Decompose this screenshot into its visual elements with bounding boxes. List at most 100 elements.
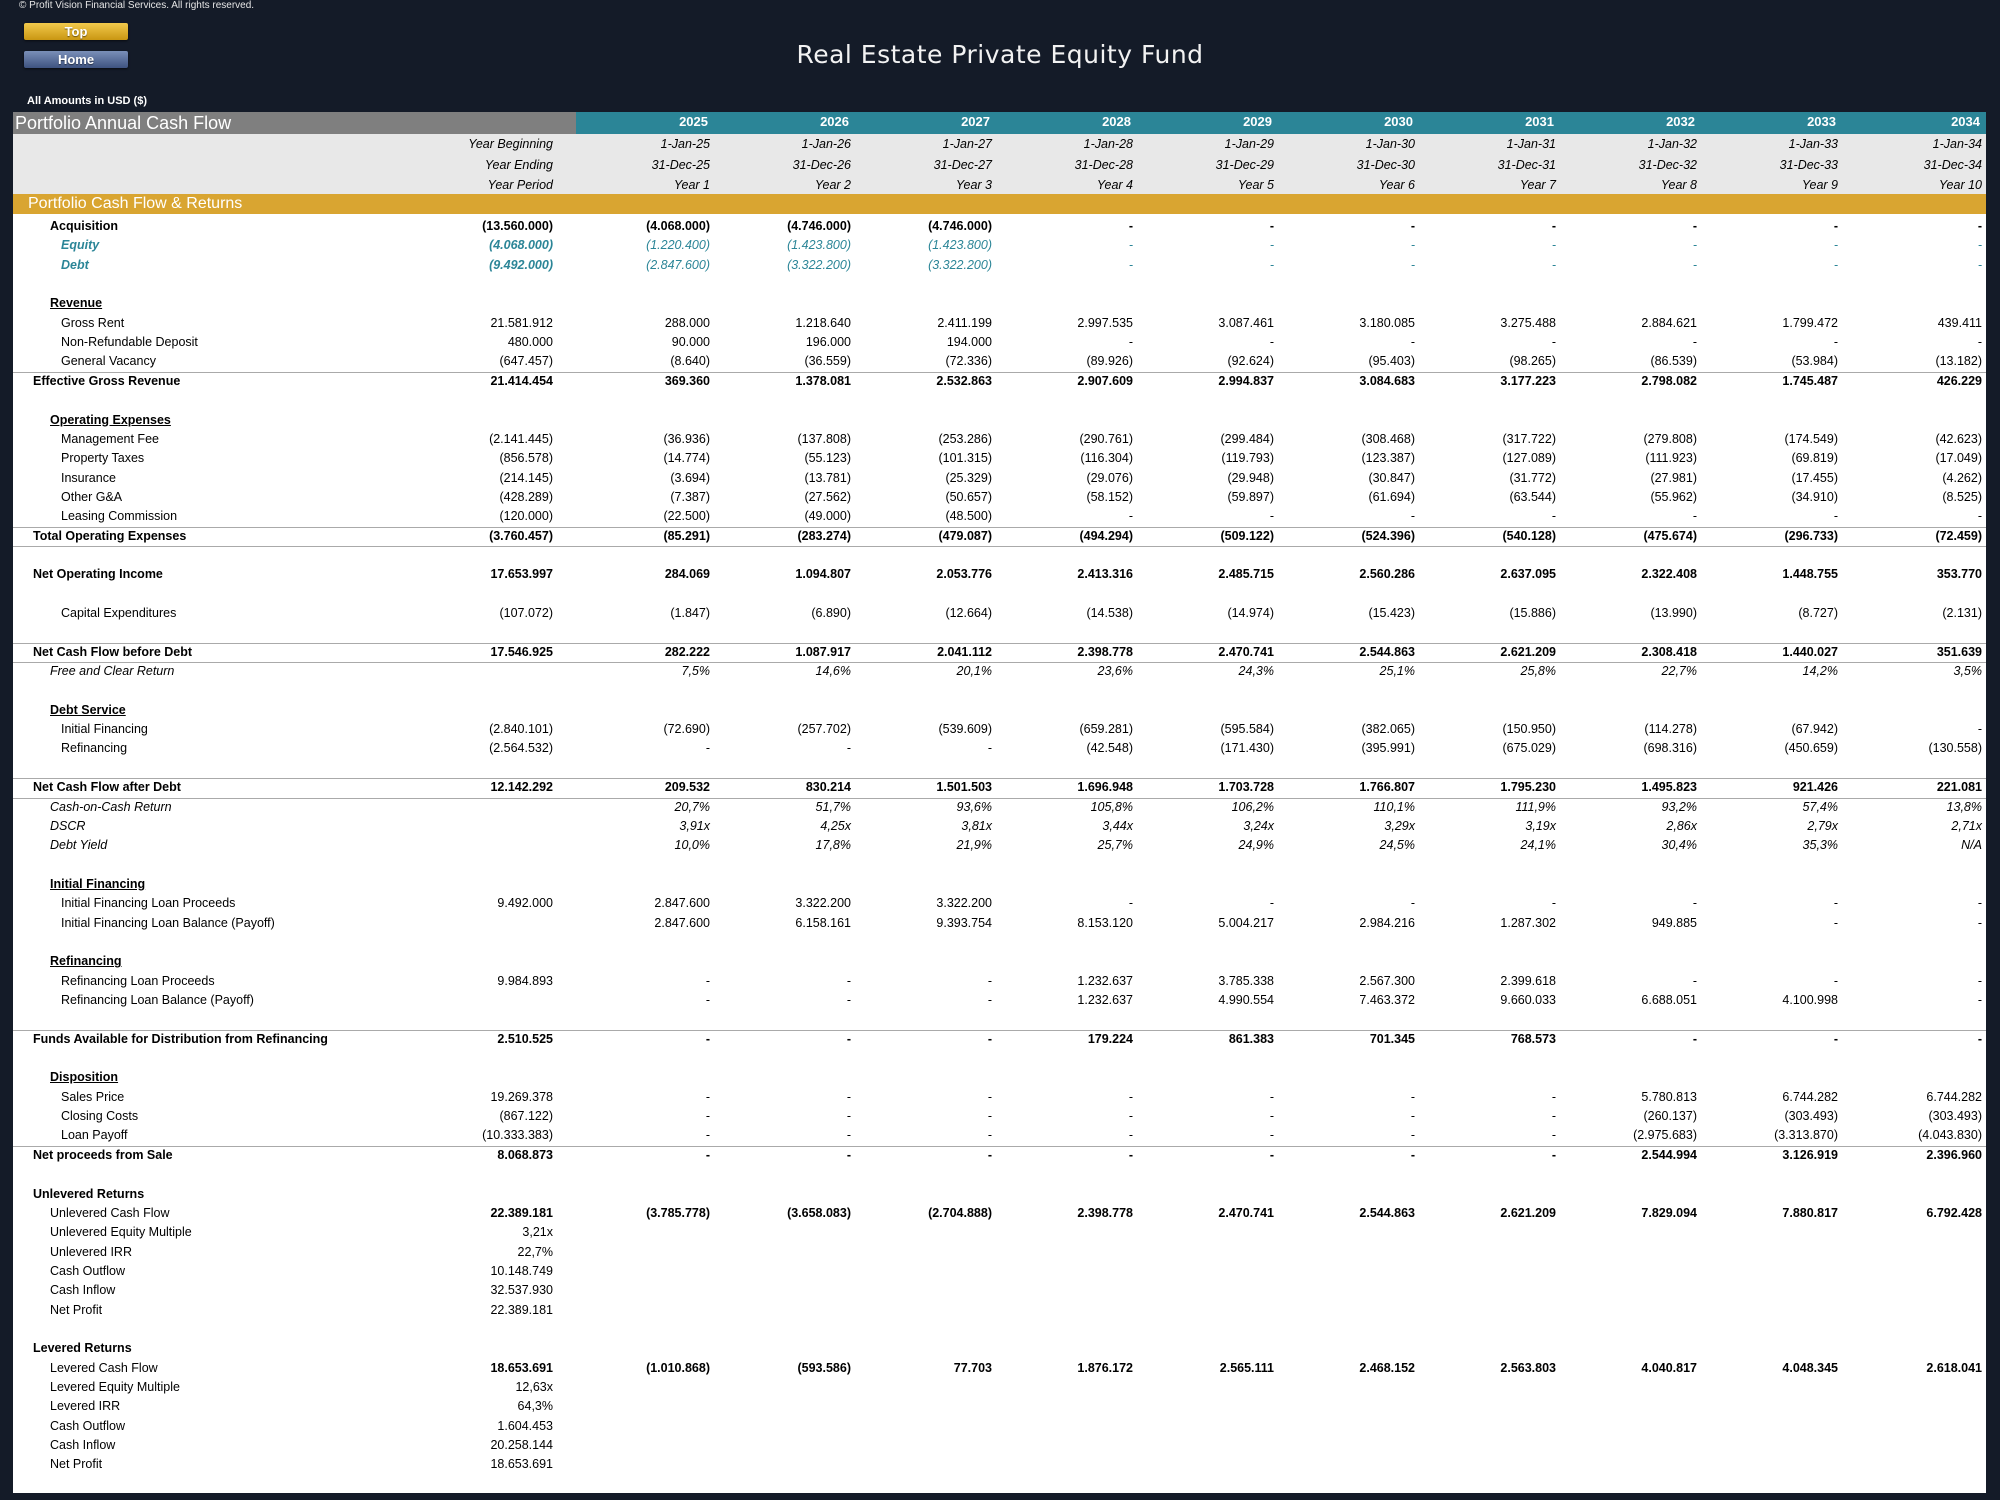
row-value: (2.975.683) [1633, 1128, 1697, 1143]
row-value: 1.094.807 [795, 567, 851, 582]
row-value: - [705, 1109, 710, 1124]
period-value: 1-Jan-28 [1083, 137, 1133, 151]
row-total: (2.840.101) [489, 722, 553, 737]
row-label: Initial Financing Loan Balance (Payoff) [61, 915, 275, 930]
row-value: 35,3% [1802, 838, 1838, 853]
row-value: - [705, 1031, 710, 1046]
top-button[interactable]: Top [24, 23, 128, 40]
row-value: - [1977, 993, 1982, 1007]
row-separator [13, 1029, 1986, 1031]
row-total: (647.457) [499, 354, 553, 369]
year-header: 2025 [679, 114, 708, 129]
row-label: Capital Expenditures [61, 606, 177, 620]
row-total: 21.414.454 [490, 373, 553, 388]
row-value: 25,8% [1520, 664, 1556, 679]
row-total: 1.604.453 [497, 1418, 553, 1433]
row-value: 106,2% [1231, 799, 1274, 814]
row-value: - [1269, 896, 1274, 911]
row-value: 1.876.172 [1077, 1360, 1133, 1375]
row-value: 353.770 [1936, 567, 1982, 582]
row-value: (89.926) [1086, 354, 1133, 369]
row-value: - [1551, 509, 1556, 524]
row-separator [13, 797, 1986, 799]
row-value: (4.262) [1942, 470, 1982, 485]
row-value: (3.322.200) [928, 257, 992, 272]
row-value: - [705, 973, 710, 988]
row-total: 22,7% [517, 1244, 553, 1259]
row-value: 51,7% [815, 799, 851, 814]
row-value: - [705, 1147, 710, 1162]
row-value: 179.224 [1087, 1031, 1133, 1046]
row-label: Cash-on-Cash Return [50, 799, 172, 814]
row-value: 6.792.428 [1926, 1205, 1982, 1220]
home-button[interactable]: Home [24, 51, 128, 68]
row-value: (1.220.400) [646, 238, 710, 253]
year-header: 2034 [1951, 114, 1980, 129]
row-value: - [1269, 1109, 1274, 1124]
row-value: 861.383 [1228, 1031, 1274, 1046]
period-value: 1-Jan-26 [801, 137, 851, 151]
row-value: (1.010.868) [646, 1360, 710, 1375]
row-value: 4.040.817 [1641, 1360, 1697, 1375]
row-separator [13, 371, 1986, 373]
row-total: 22.389.181 [490, 1205, 553, 1220]
row-value: (42.548) [1086, 741, 1133, 756]
row-value: 7,5% [681, 664, 711, 679]
row-value: - [1833, 896, 1838, 911]
row-value: 768.573 [1510, 1031, 1556, 1046]
row-label: Unlevered Returns [33, 1186, 145, 1201]
row-value: (72.459) [1935, 528, 1982, 543]
row-label: Net Cash Flow after Debt [33, 780, 181, 795]
row-value: 3.785.338 [1218, 973, 1274, 988]
row-label: Net proceeds from Sale [33, 1147, 173, 1162]
row-value: 1.232.637 [1077, 973, 1133, 988]
row-value: 14,6% [815, 664, 851, 679]
row-value: 2.994.837 [1218, 373, 1274, 388]
period-value: 1-Jan-31 [1506, 137, 1556, 151]
row-value: - [1977, 915, 1982, 930]
row-label: Cash Outflow [50, 1263, 126, 1278]
row-label: Non-Refundable Deposit [61, 335, 198, 350]
row-value: (659.281) [1079, 722, 1133, 737]
row-value: - [1128, 219, 1133, 233]
row-value: (303.493) [1928, 1109, 1982, 1124]
row-value: (116.304) [1080, 451, 1133, 466]
row-value: (14.538) [1086, 606, 1133, 620]
row-value: (7.387) [670, 489, 710, 504]
row-total: (2.564.532) [489, 741, 553, 756]
row-label: Initial Financing Loan Proceeds [61, 896, 236, 911]
row-value: (593.586) [797, 1360, 851, 1375]
row-value: (290.761) [1079, 431, 1133, 446]
row-value: - [1551, 238, 1556, 253]
row-total: (120.000) [499, 509, 553, 524]
row-value: 13,8% [1946, 799, 1982, 814]
row-value: (3.785.778) [646, 1205, 710, 1220]
row-value: - [1833, 219, 1838, 233]
row-label: Cash Inflow [50, 1438, 116, 1453]
row-value: - [1269, 509, 1274, 524]
row-total: 3,21x [522, 1225, 553, 1240]
row-value: (299.484) [1220, 431, 1274, 446]
period-value: 31-Dec-33 [1779, 157, 1838, 172]
row-value: - [1128, 257, 1133, 272]
row-value: - [1692, 219, 1697, 233]
row-value: 3.180.085 [1359, 315, 1415, 330]
row-separator [13, 545, 1986, 547]
row-value: - [1128, 509, 1133, 524]
row-value: 2,86x [1666, 818, 1697, 833]
row-label: Loan Payoff [61, 1128, 128, 1143]
row-value: 24,3% [1238, 664, 1274, 679]
row-separator [13, 778, 1986, 780]
row-value: 2.468.152 [1359, 1360, 1415, 1375]
period-value: Year 2 [814, 178, 851, 192]
row-value: - [705, 1128, 710, 1143]
row-label: Initial Financing [61, 722, 148, 737]
row-value: (14.974) [1227, 606, 1274, 620]
period-value: 1-Jan-27 [942, 137, 992, 151]
row-value: (4.043.830) [1918, 1128, 1982, 1143]
row-value: (8.525) [1942, 489, 1982, 504]
row-value: 3,29x [1384, 818, 1415, 833]
row-value: (15.423) [1368, 606, 1415, 620]
row-total: 10.148.749 [490, 1263, 553, 1278]
row-value: (36.559) [804, 354, 851, 369]
